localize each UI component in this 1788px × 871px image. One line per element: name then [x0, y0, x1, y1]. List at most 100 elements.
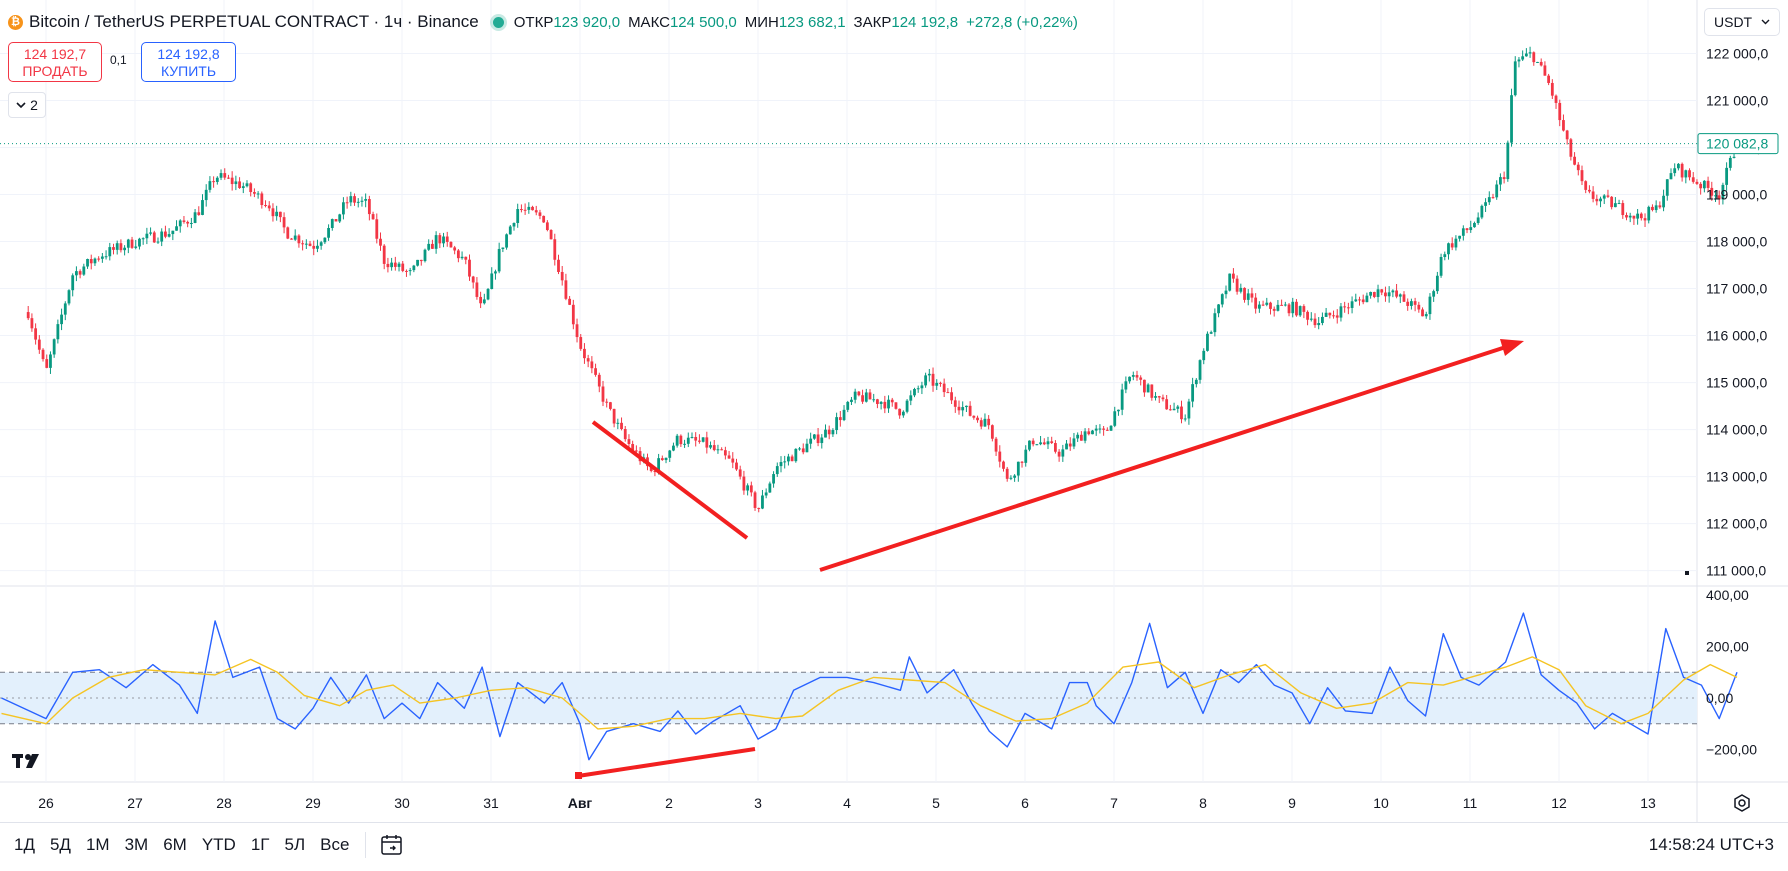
range-ytd-button[interactable]: YTD: [201, 834, 236, 854]
candle-down: [542, 215, 546, 223]
candle-up: [108, 247, 112, 257]
candle-down: [523, 209, 527, 211]
ohlc-high-value: 124 500,0: [669, 13, 737, 31]
range-all-button[interactable]: Все: [320, 834, 350, 854]
range-1y-button[interactable]: 1Г: [250, 834, 270, 854]
candle-up: [664, 457, 668, 461]
candle-up: [1495, 184, 1499, 198]
candle-up: [1039, 442, 1042, 445]
collapse-indicators-button[interactable]: 2: [8, 92, 46, 118]
candle-up: [1350, 301, 1354, 308]
candle-up: [1024, 449, 1028, 463]
candle-down: [286, 227, 290, 239]
candle-up: [160, 231, 164, 242]
candle-down: [297, 235, 301, 244]
candle-up: [768, 483, 772, 493]
candle-down: [623, 429, 627, 440]
buy-price: 124 192,8: [157, 46, 220, 62]
candle-down: [1280, 304, 1284, 306]
time-tick-label: 11: [1463, 795, 1478, 811]
currency-label: USDT: [1714, 14, 1753, 30]
range-3m-button[interactable]: 3М: [124, 834, 149, 854]
currency-select[interactable]: USDT: [1704, 8, 1780, 36]
candle-up: [56, 324, 60, 340]
sell-button[interactable]: 124 192,7 ПРОДАТЬ: [8, 42, 102, 82]
candle-down: [1287, 304, 1291, 314]
trendline-down-price[interactable]: [591, 420, 749, 540]
candle-up: [905, 400, 909, 412]
chevron-down-icon: [1761, 19, 1770, 25]
range-5d-button[interactable]: 5Д: [49, 834, 71, 854]
candle-up: [1524, 53, 1528, 57]
candle-down: [1165, 399, 1169, 410]
drawings[interactable]: [575, 339, 1524, 779]
candle-down: [1591, 191, 1595, 199]
candle-down: [1272, 308, 1276, 311]
cci-axis[interactable]: −200,00 0,00 200,00 400,00: [1706, 587, 1757, 757]
candle-up: [812, 434, 816, 439]
buy-button[interactable]: 124 192,8 КУПИТЬ: [141, 42, 236, 82]
time-tick-label: 5: [932, 795, 940, 811]
candle-up: [1202, 350, 1206, 361]
candle-down: [631, 443, 635, 451]
candle-up: [178, 220, 182, 227]
candle-down: [1054, 443, 1057, 452]
candle-up: [1220, 294, 1224, 305]
candle-down: [735, 462, 738, 470]
candle-down: [1717, 195, 1721, 200]
candle-down: [950, 392, 953, 401]
tradingview-logo-icon[interactable]: [12, 750, 48, 776]
candle-up: [442, 236, 445, 244]
go-to-date-calendar-icon[interactable]: [380, 834, 404, 856]
range-1m-button[interactable]: 1М: [85, 834, 110, 854]
time-axis[interactable]: 26 27 28 29 30 31 Авг 2 3 4 5 6 7 8 9 10 11 12 13: [38, 795, 1656, 811]
candle-up: [805, 443, 809, 453]
candle-up: [356, 201, 360, 203]
candle-up: [245, 183, 249, 187]
candle-up: [497, 248, 501, 272]
price-tick-label: 121 000,0: [1706, 93, 1768, 109]
clock-timezone[interactable]: 14:58:24 UTC+3: [1648, 835, 1774, 854]
candle-down: [612, 408, 616, 424]
chart-canvas[interactable]: 111 000,0 112 000,0 113 000,0 114 000,0 115 …: [0, 0, 1788, 822]
candle-up: [1046, 441, 1050, 445]
candle-down: [597, 374, 601, 387]
candle-down: [1610, 196, 1614, 208]
range-6m-button[interactable]: 6М: [163, 834, 187, 854]
candle-down: [1651, 206, 1654, 211]
candle-up: [1484, 202, 1487, 206]
candle-up: [709, 445, 712, 448]
candle-up: [82, 266, 86, 275]
candle-up: [338, 214, 342, 222]
time-tick-label: 8: [1199, 795, 1207, 811]
candle-up: [683, 443, 686, 445]
candle-down: [953, 400, 957, 407]
candle-down: [560, 271, 564, 281]
candle-up: [1365, 295, 1369, 303]
candle-up: [201, 200, 204, 215]
candle-down: [1465, 228, 1469, 231]
candle-down: [1625, 215, 1628, 218]
candle-up: [1187, 401, 1191, 419]
arrowhead-up-price: [1500, 339, 1524, 356]
candle-up: [134, 246, 138, 248]
trendline-cci-divergence[interactable]: [577, 747, 756, 778]
chart-settings-icon[interactable]: [1732, 793, 1752, 813]
candle-up: [1228, 273, 1232, 291]
candle-down: [1539, 61, 1543, 66]
candle-up: [1239, 287, 1243, 292]
candle-up: [1662, 195, 1665, 208]
candle-up: [831, 430, 835, 435]
candle-up: [772, 474, 775, 484]
symbol-title[interactable]: Bitcoin / TetherUS PERPETUAL CONTRACT · …: [29, 12, 479, 31]
candle-up: [505, 234, 508, 248]
range-1d-button[interactable]: 1Д: [14, 834, 35, 854]
candle-down: [1079, 434, 1083, 441]
range-5y-button[interactable]: 5Л: [284, 834, 306, 854]
candle-up: [1369, 292, 1373, 296]
ohlc-low-value: 123 682,1: [778, 13, 846, 31]
trendline-up-price[interactable]: [819, 343, 1513, 572]
candle-down: [694, 436, 698, 441]
candle-up: [1728, 157, 1732, 168]
candle-up: [920, 385, 924, 389]
